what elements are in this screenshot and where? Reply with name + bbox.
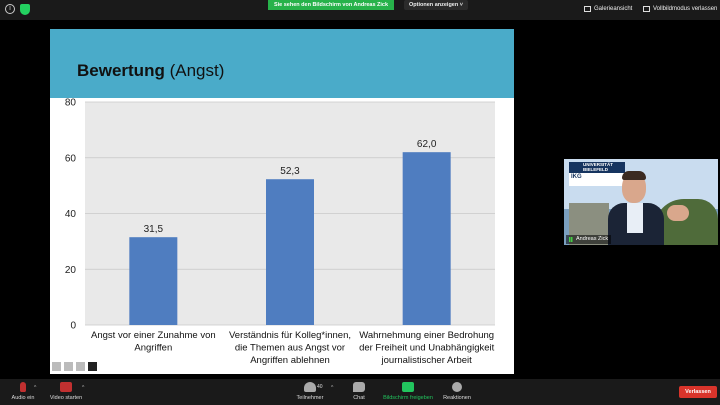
reactions-label: Reaktionen xyxy=(443,395,471,401)
share-screen-label: Bildschirm freigeben xyxy=(383,395,433,401)
slide-title-bold: Bewertung xyxy=(77,61,165,80)
participants-count: 40 xyxy=(317,384,323,390)
chat-icon xyxy=(353,382,365,392)
leave-meeting-button[interactable]: Verlassen xyxy=(679,386,717,398)
video-options-chevron-icon[interactable]: ^ xyxy=(82,385,85,391)
participants-options-chevron-icon[interactable]: ^ xyxy=(331,385,334,391)
speaker-hand xyxy=(667,205,689,221)
slide-header: Bewertung (Angst) xyxy=(50,29,514,98)
chat-label: Chat xyxy=(353,395,365,401)
slide-title: Bewertung (Angst) xyxy=(77,61,224,81)
data-label: 62,0 xyxy=(417,139,437,150)
participants-button[interactable]: Teilnehmer xyxy=(292,379,328,405)
exit-fullscreen-label: Vollbildmodus verlassen xyxy=(653,6,718,12)
participants-label: Teilnehmer xyxy=(296,395,324,401)
x-tick-label: Angst vor einer Zunahme von Angriffen xyxy=(91,330,216,354)
y-tick-label: 40 xyxy=(65,209,77,220)
reactions-icon xyxy=(452,382,462,392)
x-tick-label: Wahrnehmung einer Bedrohung der Freiheit … xyxy=(359,330,495,366)
info-icon[interactable]: i xyxy=(5,4,15,14)
gallery-view-label: Galerieansicht xyxy=(594,6,633,12)
data-label: 31,5 xyxy=(144,224,164,235)
reactions-button[interactable]: Reaktionen xyxy=(441,379,473,405)
camera-off-icon xyxy=(60,382,72,392)
audio-label: Audio ein xyxy=(11,395,35,401)
bar xyxy=(129,237,178,325)
x-tick-label: Verständnis für Kolleg*innen, die Themen … xyxy=(229,330,351,366)
speaker-hair xyxy=(622,171,646,180)
video-label: Video starten xyxy=(49,395,83,401)
y-tick-label: 20 xyxy=(65,265,77,276)
y-tick-label: 60 xyxy=(65,153,77,164)
y-tick-label: 80 xyxy=(65,98,77,109)
view-options-button[interactable]: Optionen anzeigen ˅ xyxy=(404,0,468,10)
participant-name: Andreas Zick xyxy=(576,236,609,242)
university-logo: UNIVERSITÄT BIELEFELD IKG xyxy=(569,162,625,186)
chat-button[interactable]: Chat xyxy=(347,379,371,405)
y-tick-label: 0 xyxy=(70,321,76,332)
audio-options-chevron-icon[interactable]: ^ xyxy=(34,385,37,391)
slides-overview-icon[interactable] xyxy=(76,362,85,371)
video-button[interactable]: Video starten xyxy=(47,379,85,405)
grid-icon xyxy=(584,6,591,12)
share-screen-button[interactable]: Bildschirm freigeben xyxy=(380,379,436,405)
fullscreen-icon xyxy=(643,6,650,12)
signal-strength-icon xyxy=(569,237,574,242)
bar xyxy=(402,152,451,325)
previous-slide-icon[interactable] xyxy=(52,362,61,371)
speaker-shirt xyxy=(627,203,643,233)
bar xyxy=(266,179,314,325)
share-screen-icon xyxy=(402,382,414,392)
slide-title-rest: (Angst) xyxy=(164,61,225,80)
bar-chart: 0 20 40 60 80 31,5 Angst vor einer Zunahme von… xyxy=(65,98,495,366)
ikg-logo-text: IKG xyxy=(571,174,582,180)
audio-button[interactable]: Audio ein xyxy=(8,379,38,405)
meeting-top-bar: i Sie sehen den Bildschirm von Andreas Z… xyxy=(0,0,720,20)
next-slide-icon[interactable] xyxy=(88,362,97,371)
microphone-muted-icon xyxy=(20,382,26,392)
university-logo-text: UNIVERSITÄT BIELEFELD xyxy=(569,162,625,173)
screen-share-banner: Sie sehen den Bildschirm von Andreas Zic… xyxy=(268,0,394,10)
shared-slide: Bewertung (Angst) 0 20 40 60 80 31,5 Angst vor… xyxy=(50,29,514,374)
meeting-toolbar: Audio ein ^ Video starten ^ Teilnehmer 4… xyxy=(0,379,720,405)
participant-name-tag: Andreas Zick xyxy=(566,235,612,244)
gallery-view-button[interactable]: Galerieansicht xyxy=(584,3,632,15)
slide-controls xyxy=(52,362,97,371)
exit-fullscreen-button[interactable]: Vollbildmodus verlassen xyxy=(643,3,717,15)
speaker-video-tile[interactable]: UNIVERSITÄT BIELEFELD IKG Andreas Zick xyxy=(564,159,718,245)
participants-icon xyxy=(304,382,316,392)
data-label: 52,3 xyxy=(280,166,300,177)
pen-icon[interactable] xyxy=(64,362,73,371)
security-shield-icon[interactable] xyxy=(20,4,30,15)
